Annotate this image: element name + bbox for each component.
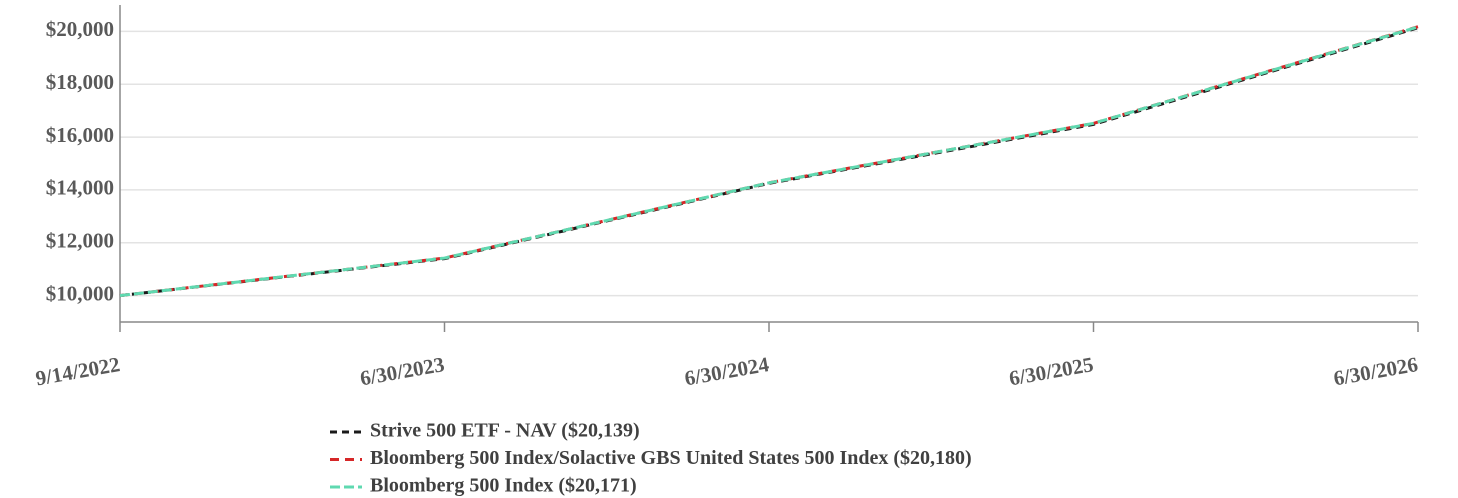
- legend-label: Bloomberg 500 Index ($20,171): [370, 475, 637, 497]
- legend-label: Bloomberg 500 Index/Solactive GBS United…: [370, 447, 972, 469]
- line-series: [119, 26, 1419, 298]
- line-series: [119, 25, 1419, 298]
- legend-label: Strive 500 ETF - NAV ($20,139): [370, 420, 640, 442]
- y-tick-label: $18,000: [46, 70, 114, 94]
- x-tick-label: 6/30/2026: [1332, 352, 1420, 390]
- y-tick-label: $10,000: [46, 281, 114, 305]
- y-tick-label: $12,000: [46, 229, 114, 253]
- x-tick-label: 6/30/2023: [358, 352, 446, 390]
- y-tick-label: $16,000: [46, 123, 114, 147]
- x-tick-label: 6/30/2024: [683, 352, 772, 391]
- x-tick-label: 6/30/2025: [1007, 352, 1095, 390]
- x-tick-label: 9/14/2022: [34, 352, 122, 390]
- y-tick-label: $14,000: [46, 176, 114, 200]
- line-series: [119, 25, 1419, 298]
- y-tick-label: $20,000: [46, 17, 114, 41]
